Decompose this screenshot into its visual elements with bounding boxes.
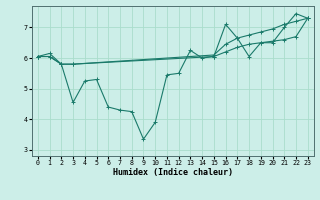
- X-axis label: Humidex (Indice chaleur): Humidex (Indice chaleur): [113, 168, 233, 177]
